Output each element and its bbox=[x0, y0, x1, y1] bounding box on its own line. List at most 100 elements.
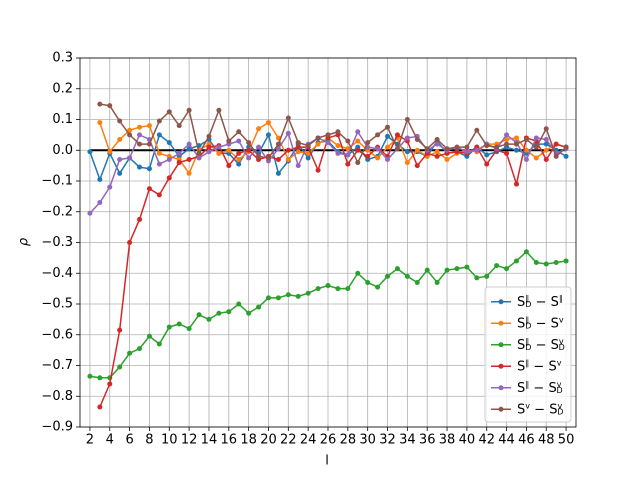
data-point bbox=[256, 126, 262, 132]
data-point bbox=[434, 141, 440, 147]
data-point bbox=[444, 267, 450, 273]
data-point bbox=[256, 304, 262, 310]
data-point bbox=[246, 147, 252, 153]
data-point bbox=[355, 147, 361, 153]
data-point bbox=[117, 170, 123, 176]
data-point bbox=[206, 316, 212, 322]
data-point bbox=[543, 141, 549, 147]
data-point bbox=[265, 295, 271, 301]
y-tick-label: −0.2 bbox=[41, 204, 73, 219]
data-point bbox=[295, 144, 301, 150]
data-point bbox=[404, 149, 410, 155]
data-point bbox=[494, 144, 500, 150]
data-point bbox=[146, 123, 152, 129]
y-tick-label: −0.4 bbox=[41, 266, 73, 281]
data-point bbox=[226, 163, 232, 169]
legend-marker bbox=[498, 406, 504, 412]
data-point bbox=[186, 170, 192, 176]
data-point bbox=[523, 249, 529, 255]
data-point bbox=[474, 147, 480, 153]
data-point bbox=[523, 156, 529, 162]
data-point bbox=[404, 135, 410, 141]
data-point bbox=[256, 144, 262, 150]
data-point bbox=[563, 258, 569, 264]
data-point bbox=[256, 153, 262, 159]
data-point bbox=[97, 176, 103, 182]
data-point bbox=[87, 210, 93, 216]
data-point bbox=[117, 156, 123, 162]
data-point bbox=[97, 404, 103, 410]
data-point bbox=[295, 140, 301, 146]
data-point bbox=[137, 141, 143, 147]
data-point bbox=[275, 170, 281, 176]
data-point bbox=[196, 150, 202, 156]
y-tick-label: −0.3 bbox=[41, 235, 73, 250]
data-point bbox=[533, 259, 539, 265]
data-point bbox=[295, 163, 301, 169]
data-point bbox=[127, 240, 133, 245]
x-axis-label: l bbox=[325, 454, 329, 469]
x-tick-label: 32 bbox=[379, 433, 396, 448]
data-point bbox=[146, 166, 152, 172]
data-point bbox=[127, 132, 133, 138]
data-point bbox=[97, 200, 103, 206]
x-tick-label: 20 bbox=[260, 433, 277, 448]
data-point bbox=[414, 279, 420, 285]
data-point bbox=[186, 326, 192, 332]
x-tick-label: 30 bbox=[359, 433, 376, 448]
data-point bbox=[434, 136, 440, 142]
data-point bbox=[156, 341, 162, 347]
data-point bbox=[464, 264, 470, 270]
y-tick-label: −0.5 bbox=[41, 297, 73, 312]
data-point bbox=[434, 149, 440, 155]
data-point bbox=[97, 120, 103, 126]
data-point bbox=[156, 132, 162, 138]
data-point bbox=[375, 284, 381, 290]
data-point bbox=[504, 266, 510, 272]
data-point bbox=[246, 140, 252, 146]
data-point bbox=[146, 333, 152, 339]
data-point bbox=[137, 164, 143, 170]
data-point bbox=[87, 149, 93, 155]
data-point bbox=[484, 152, 490, 158]
legend-label: S∥ D − Sv D bbox=[517, 337, 565, 352]
legend-label: S∥ − Sv bbox=[517, 359, 562, 374]
data-point bbox=[315, 286, 321, 292]
y-tick-label: −0.7 bbox=[41, 358, 73, 373]
data-point bbox=[275, 156, 281, 162]
data-point bbox=[543, 126, 549, 132]
data-point bbox=[176, 160, 182, 166]
data-point bbox=[107, 381, 113, 387]
data-point bbox=[434, 279, 440, 285]
data-point bbox=[385, 133, 391, 139]
data-point bbox=[325, 283, 331, 289]
data-point bbox=[246, 310, 252, 316]
data-point bbox=[107, 103, 113, 109]
data-point bbox=[146, 141, 152, 147]
data-point bbox=[385, 156, 391, 162]
legend-marker bbox=[498, 299, 504, 305]
y-tick-label: −0.8 bbox=[41, 389, 73, 404]
x-tick-label: 2 bbox=[86, 433, 94, 448]
data-point bbox=[464, 149, 470, 155]
y-tick-label: 0.1 bbox=[52, 112, 73, 127]
x-tick-label: 22 bbox=[280, 433, 297, 448]
data-point bbox=[504, 141, 510, 147]
data-point bbox=[325, 140, 331, 146]
data-point bbox=[216, 310, 222, 316]
data-point bbox=[414, 136, 420, 142]
y-axis-label: ρ bbox=[17, 237, 32, 246]
x-tick-label: 10 bbox=[161, 433, 178, 448]
data-point bbox=[285, 115, 291, 121]
data-point bbox=[295, 293, 301, 299]
data-point bbox=[117, 364, 123, 370]
data-point bbox=[156, 118, 162, 124]
data-point bbox=[355, 138, 361, 144]
data-point bbox=[474, 275, 480, 281]
data-point bbox=[385, 144, 391, 150]
x-tick-label: 34 bbox=[399, 433, 416, 448]
data-point bbox=[176, 123, 182, 129]
data-point bbox=[236, 156, 242, 162]
data-point bbox=[285, 292, 291, 298]
